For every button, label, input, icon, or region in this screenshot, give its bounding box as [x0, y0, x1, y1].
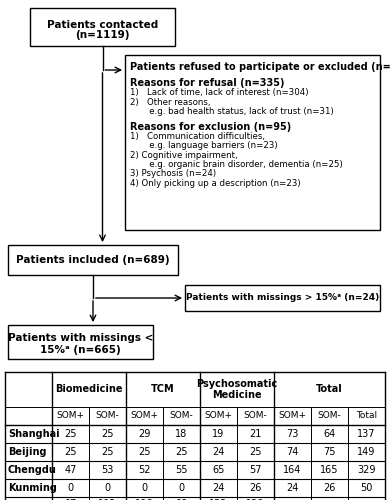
Text: 164: 164 — [283, 465, 302, 475]
Text: SOM+: SOM+ — [204, 412, 232, 420]
Text: Patients contacted: Patients contacted — [47, 20, 158, 30]
Text: Patients included (n=689): Patients included (n=689) — [16, 255, 170, 265]
Text: 75: 75 — [323, 447, 336, 457]
Text: Psychosomatic
Medicine: Psychosomatic Medicine — [197, 378, 278, 400]
Text: Biomedicine: Biomedicine — [55, 384, 123, 394]
Text: SOM-: SOM- — [170, 412, 193, 420]
Text: 3) Psychosis (n=24): 3) Psychosis (n=24) — [130, 170, 216, 178]
Text: 47: 47 — [64, 465, 77, 475]
Text: 50: 50 — [360, 483, 373, 493]
Text: 26: 26 — [323, 483, 336, 493]
Text: Chengdu: Chengdu — [8, 465, 57, 475]
Text: Reasons for refusal (n=335): Reasons for refusal (n=335) — [130, 78, 284, 88]
Text: 1)   Lack of time, lack of interest (n=304): 1) Lack of time, lack of interest (n=304… — [130, 88, 308, 97]
Text: 25: 25 — [64, 447, 77, 457]
Text: Shanghai: Shanghai — [8, 429, 60, 439]
Text: 24: 24 — [286, 483, 299, 493]
Text: Total: Total — [356, 412, 377, 420]
Text: 24: 24 — [212, 483, 225, 493]
Text: 132: 132 — [209, 499, 228, 500]
Text: 19: 19 — [213, 429, 225, 439]
Bar — [8, 325, 153, 359]
Text: 1)   Communication difficulties,: 1) Communication difficulties, — [130, 132, 265, 140]
Text: SOM+: SOM+ — [278, 412, 307, 420]
Text: 2)   Other reasons,: 2) Other reasons, — [130, 98, 211, 106]
Text: e.g. language barriers (n=23): e.g. language barriers (n=23) — [130, 141, 278, 150]
Text: (n=1119): (n=1119) — [75, 30, 130, 40]
Bar — [185, 285, 380, 311]
Text: 18: 18 — [176, 429, 188, 439]
Text: 55: 55 — [175, 465, 188, 475]
Bar — [30, 8, 175, 46]
Text: e.g. bad health status, lack of trust (n=31): e.g. bad health status, lack of trust (n… — [130, 107, 334, 116]
Text: 0: 0 — [142, 483, 147, 493]
Text: Total: Total — [316, 384, 343, 394]
Text: 25: 25 — [249, 447, 262, 457]
Text: 329: 329 — [357, 465, 376, 475]
Text: 73: 73 — [286, 429, 299, 439]
Text: 0: 0 — [179, 483, 184, 493]
Text: 64: 64 — [323, 429, 336, 439]
Text: 165: 165 — [320, 465, 339, 475]
Text: 137: 137 — [357, 429, 376, 439]
Text: 103: 103 — [98, 499, 117, 500]
Bar — [125, 55, 380, 230]
Text: 53: 53 — [101, 465, 114, 475]
Text: SOM+: SOM+ — [131, 412, 158, 420]
Text: Patients refused to participate or excluded (n=430): Patients refused to participate or exclu… — [130, 62, 390, 72]
Text: 98: 98 — [176, 499, 188, 500]
Text: Patients with missings > 15%ᵃ (n=24): Patients with missings > 15%ᵃ (n=24) — [186, 293, 379, 302]
Text: TCM: TCM — [151, 384, 175, 394]
Text: 57: 57 — [249, 465, 262, 475]
Text: 106: 106 — [135, 499, 154, 500]
Text: 29: 29 — [138, 429, 151, 439]
Text: Reasons for exclusion (n=95): Reasons for exclusion (n=95) — [130, 122, 291, 132]
Text: SOM-: SOM- — [317, 412, 341, 420]
Text: 4) Only picking up a description (n=23): 4) Only picking up a description (n=23) — [130, 179, 301, 188]
Text: Patients with missings <: Patients with missings < — [8, 333, 153, 343]
Text: 65: 65 — [212, 465, 225, 475]
Text: 74: 74 — [286, 447, 299, 457]
Text: 15%ᵃ (n=665): 15%ᵃ (n=665) — [40, 345, 121, 355]
Text: 2) Cognitive impairment,: 2) Cognitive impairment, — [130, 150, 238, 160]
Bar — [8, 245, 178, 275]
Text: SOM-: SOM- — [96, 412, 119, 420]
Text: 21: 21 — [249, 429, 262, 439]
Text: 0: 0 — [105, 483, 110, 493]
Text: 129: 129 — [246, 499, 265, 500]
Text: 52: 52 — [138, 465, 151, 475]
Text: e.g. organic brain disorder, dementia (n=25): e.g. organic brain disorder, dementia (n… — [130, 160, 343, 169]
Text: Kunming: Kunming — [8, 483, 57, 493]
Text: 25: 25 — [64, 429, 77, 439]
Text: 0: 0 — [67, 483, 74, 493]
Text: 24: 24 — [212, 447, 225, 457]
Text: 149: 149 — [357, 447, 376, 457]
Text: 25: 25 — [101, 429, 114, 439]
Text: 97: 97 — [64, 499, 77, 500]
Text: 25: 25 — [138, 447, 151, 457]
Text: 25: 25 — [101, 447, 114, 457]
Text: 25: 25 — [175, 447, 188, 457]
Text: 26: 26 — [249, 483, 262, 493]
Text: SOM+: SOM+ — [57, 412, 85, 420]
Text: Beijing: Beijing — [8, 447, 46, 457]
Text: SOM-: SOM- — [244, 412, 268, 420]
